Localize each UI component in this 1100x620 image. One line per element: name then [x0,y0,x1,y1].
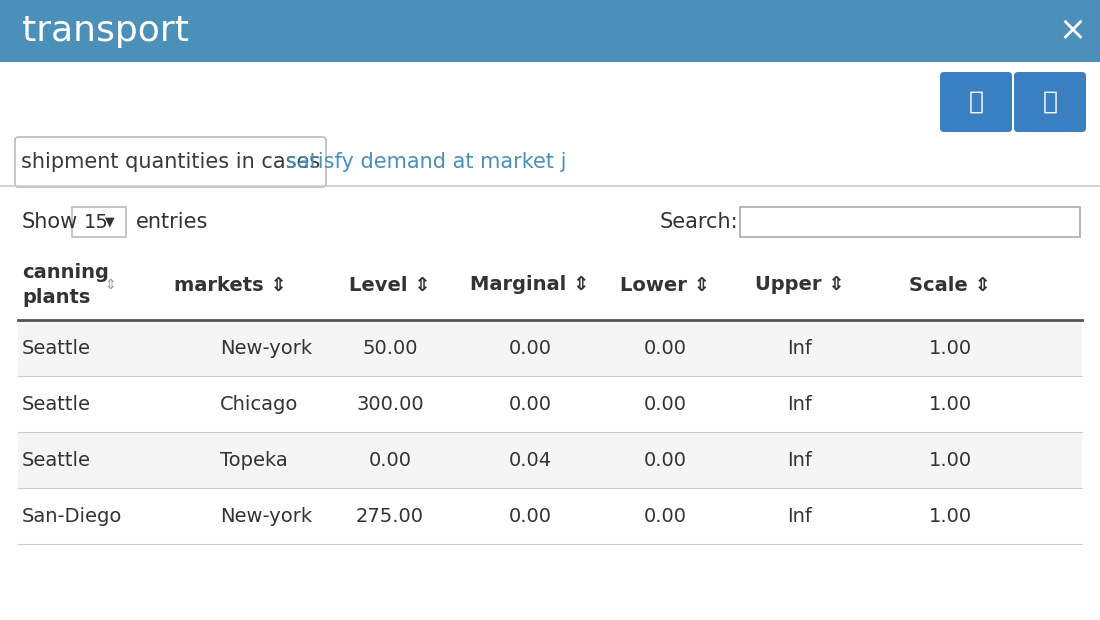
Text: Lower ⇕: Lower ⇕ [620,275,710,294]
Text: shipment quantities in cases: shipment quantities in cases [21,152,320,172]
Text: Seattle: Seattle [22,394,91,414]
Text: 1.00: 1.00 [928,394,971,414]
Text: Search:: Search: [660,212,738,232]
Text: ×: × [1058,14,1086,48]
Text: New-york: New-york [220,507,312,526]
Text: 15: 15 [84,213,109,231]
FancyBboxPatch shape [940,72,1012,132]
Text: Scale ⇕: Scale ⇕ [909,275,991,294]
Text: 50.00: 50.00 [362,339,418,358]
Text: ▼: ▼ [106,216,114,229]
Bar [18,320,1082,376]
Text: 0.00: 0.00 [508,507,551,526]
Text: 0.00: 0.00 [644,339,686,358]
Text: 1.00: 1.00 [928,451,971,469]
Text: 300.00: 300.00 [356,394,424,414]
Text: 1.00: 1.00 [928,339,971,358]
Text: 275.00: 275.00 [356,507,424,526]
Text: 0.00: 0.00 [644,394,686,414]
Bar [18,432,1082,488]
Text: Seattle: Seattle [22,451,91,469]
Bar [18,488,1082,544]
Text: 0.00: 0.00 [368,451,411,469]
Text: 0.04: 0.04 [508,451,551,469]
FancyBboxPatch shape [15,137,326,187]
Text: Chicago: Chicago [220,394,298,414]
Text: 📊: 📊 [1043,90,1057,114]
Text: 0.00: 0.00 [508,394,551,414]
Text: satisfy demand at market j: satisfy demand at market j [286,152,566,172]
Text: New-york: New-york [220,339,312,358]
Text: 1.00: 1.00 [928,507,971,526]
Text: 0.00: 0.00 [508,339,551,358]
Text: Level ⇕: Level ⇕ [349,275,431,294]
FancyBboxPatch shape [1014,72,1086,132]
Bar [72,207,126,237]
Text: Show: Show [22,212,78,232]
Text: ⇕: ⇕ [104,278,116,292]
Text: 0.00: 0.00 [644,451,686,469]
Text: entries: entries [136,212,208,232]
Bar [0,0,1100,62]
Text: Inf: Inf [788,394,813,414]
Text: Seattle: Seattle [22,339,91,358]
Text: Inf: Inf [788,451,813,469]
Text: Inf: Inf [788,507,813,526]
Text: 0.00: 0.00 [644,507,686,526]
Text: markets ⇕: markets ⇕ [174,275,286,294]
Text: Marginal ⇕: Marginal ⇕ [471,275,590,294]
Text: Upper ⇕: Upper ⇕ [756,275,845,294]
Text: 📂: 📂 [968,90,983,114]
Text: San-Diego: San-Diego [22,507,122,526]
Text: Topeka: Topeka [220,451,288,469]
Bar [740,207,1080,237]
Text: Inf: Inf [788,339,813,358]
Text: transport: transport [22,14,189,48]
Text: canning
plants: canning plants [22,263,109,307]
Bar [18,376,1082,432]
